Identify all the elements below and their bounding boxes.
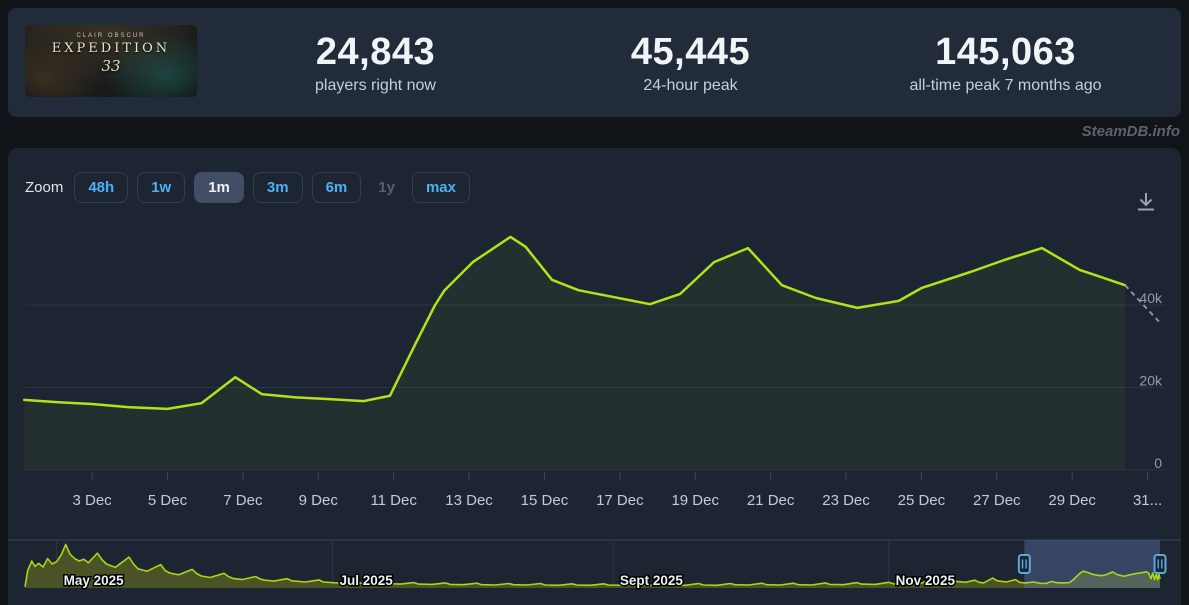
- game-capsule-image[interactable]: CLAIR OBSCUR EXPEDITION 33: [25, 25, 197, 97]
- x-axis-label: 13 Dec: [445, 492, 493, 509]
- x-axis-label: 9 Dec: [299, 492, 339, 509]
- chart-toolbar: Zoom 48h 1w 1m 3m 6m 1y max: [25, 172, 470, 203]
- stat-24h-peak: 45,445 24-hour peak: [533, 31, 848, 95]
- x-axis-label: 19 Dec: [671, 492, 719, 509]
- navigator-handle-right[interactable]: [1153, 554, 1167, 574]
- x-axis-label: 5 Dec: [148, 492, 188, 509]
- player-chart-panel: Zoom 48h 1w 1m 3m 6m 1y max 0 20k 40k 3 Dec 5 Dec 7…: [8, 148, 1181, 605]
- peak-24h-label: 24-hour peak: [643, 76, 738, 94]
- player-stats: 24,843 players right now 45,445 24-hour …: [218, 8, 1163, 117]
- alltime-peak-value: 145,063: [935, 30, 1076, 73]
- current-players-label: players right now: [315, 76, 436, 94]
- zoom-range-button-1m[interactable]: 1m: [194, 172, 244, 203]
- steamdb-watermark: SteamDB.info: [1081, 123, 1180, 140]
- stat-alltime-peak: 145,063 all-time peak 7 months ago: [848, 31, 1163, 95]
- game-title: EXPEDITION: [51, 41, 171, 56]
- zoom-range-button-1w[interactable]: 1w: [137, 172, 186, 203]
- x-axis-label: 7 Dec: [223, 492, 263, 509]
- navigator-range-label: May 2025: [64, 573, 125, 588]
- x-axis-label: 17 Dec: [596, 492, 644, 509]
- zoom-range-button-max[interactable]: max: [411, 172, 470, 203]
- zoom-range-button-48h[interactable]: 48h: [74, 172, 129, 203]
- x-axis-label: 25 Dec: [898, 492, 946, 509]
- chart-navigator[interactable]: May 2025 Jul 2025 Sept 2025 Nov 2025: [8, 538, 1181, 605]
- x-axis-label: 11 Dec: [370, 492, 417, 509]
- navigator-selection[interactable]: [1024, 540, 1160, 588]
- download-chart-button[interactable]: [1133, 174, 1163, 211]
- zoom-range-buttons: 48h 1w 1m 3m 6m 1y max: [74, 172, 470, 203]
- download-icon: [1138, 193, 1154, 211]
- x-axis-label: 21 Dec: [747, 492, 795, 509]
- zoom-range-label: Zoom: [25, 179, 64, 196]
- navigator-range-label: Sept 2025: [620, 573, 684, 588]
- x-axis-label: 29 Dec: [1048, 492, 1096, 509]
- game-kicker: CLAIR OBSCUR: [76, 33, 146, 39]
- zoom-range-button-3m[interactable]: 3m: [252, 172, 303, 203]
- alltime-peak-label: all-time peak 7 months ago: [909, 76, 1102, 94]
- stat-current-players: 24,843 players right now: [218, 31, 533, 95]
- player-count-chart[interactable]: 0 20k 40k 3 Dec 5 Dec 7 Dec 9 Dec 11 Dec 13 Dec 1…: [8, 210, 1181, 526]
- x-axis-label: 15 Dec: [521, 492, 569, 509]
- current-players-value: 24,843: [315, 30, 436, 73]
- x-axis-label: 31...: [1133, 492, 1162, 509]
- zoom-range-button-1y: 1y: [370, 172, 403, 203]
- zoom-range-button-6m[interactable]: 6m: [311, 172, 362, 203]
- navigator-range-label: Nov 2025: [896, 573, 956, 588]
- x-axis-label: 27 Dec: [973, 492, 1021, 509]
- game-number: 33: [101, 57, 121, 75]
- x-axis-label: 3 Dec: [73, 492, 113, 509]
- x-axis-label: 23 Dec: [822, 492, 870, 509]
- y-axis-label: 40k: [1139, 290, 1163, 306]
- header-stats-card: CLAIR OBSCUR EXPEDITION 33 24,843 player…: [8, 8, 1181, 117]
- navigator-handle-left[interactable]: [1017, 554, 1031, 574]
- y-axis-label: 20k: [1139, 373, 1163, 389]
- game-logo: CLAIR OBSCUR EXPEDITION 33: [25, 33, 197, 75]
- peak-24h-value: 45,445: [630, 30, 751, 73]
- navigator-range-label: Jul 2025: [339, 573, 393, 588]
- y-axis-label: 0: [1154, 455, 1162, 471]
